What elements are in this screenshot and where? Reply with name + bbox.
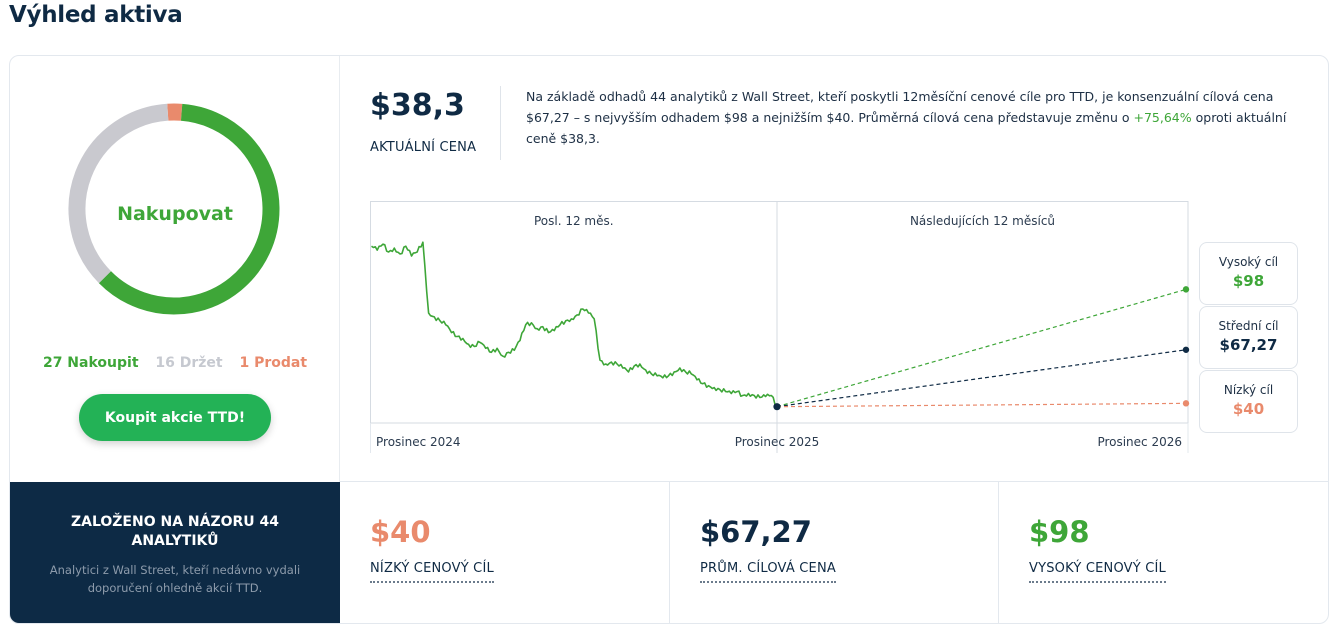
average-target-label: Střední cíl [1218,319,1279,333]
section-label-past: Posl. 12 měs. [534,214,614,228]
summary-text-start: Na základě odhadů 44 analytiků z Wall St… [526,89,1274,125]
section-label-future: Následujících 12 měsíců [910,214,1055,228]
high-target-value: $98 [1232,272,1265,290]
chart-frame [370,201,1189,424]
current-price-label: AKTUÁLNÍ CENA [370,140,477,155]
low-price-target-label[interactable]: NÍZKÝ CENOVÝ CÍL [370,561,494,583]
low-target-box: Nízký cíl $40 [1199,370,1298,433]
buy-count: 27 Nakoupit [42,355,139,371]
high-target-label: Vysoký cíl [1218,255,1279,269]
low-target-projection-line [776,402,1187,408]
x-tick-label: Prosinec 2026 [1097,435,1182,449]
sell-count: 1 Prodat [239,355,308,371]
high-price-target-label[interactable]: VYSOKÝ CENOVÝ CÍL [1029,561,1166,583]
summary-change-percent: +75,64% [1133,110,1192,125]
analyst-summary: Na základě odhadů 44 analytiků z Wall St… [526,86,1306,149]
average-target-projection-line [776,349,1187,408]
high-target-box: Vysoký cíl $98 [1199,242,1298,305]
low-target-point [1182,400,1190,407]
donut-segment-hold [68,103,169,284]
summary-text-end: oproti aktuální ceně $38,3. [526,110,1287,146]
high-price-target-stat: $98 VYSOKÝ CENOVÝ CÍL [998,482,1328,623]
x-tick-label: Prosinec 2025 [735,435,820,449]
rating-counts: 27 Nakoupit 16 Držet 1 Prodat [10,355,340,371]
high-price-target-value: $98 [1029,515,1090,549]
divider [340,481,1328,482]
average-price-target-label[interactable]: PRŮM. CÍLOVÁ CENA [700,561,836,583]
consensus-donut-chart [68,103,280,315]
low-price-target-value: $40 [370,515,431,549]
asset-outlook-card: Nakupovat 27 Nakoupit 16 Držet 1 Prodat … [9,55,1329,624]
average-price-target-stat: $67,27 PRŮM. CÍLOVÁ CENA [669,482,999,623]
hold-count: 16 Držet [155,355,223,371]
average-price-target-value: $67,27 [700,515,812,549]
average-target-box: Střední cíl $67,27 [1199,306,1298,369]
consensus-panel: Nakupovat 27 Nakoupit 16 Držet 1 Prodat … [10,56,340,482]
current-price-value: $38,3 [370,88,465,123]
analyst-basis-title: ZALOŽENO NA NÁZORU 44 ANALYTIKŮ [70,514,280,549]
high-target-projection-line [776,288,1187,408]
page-title: Výhled aktiva [9,2,183,28]
donut-segment-buy [98,103,280,315]
average-target-value: $67,27 [1219,336,1278,354]
analyst-basis-subtitle: Analytici z Wall Street, kteří nedávno v… [49,563,301,595]
current-price-point [773,403,781,411]
average-target-point [1182,346,1190,353]
price-target-chart: Posl. 12 měs. Následujících 12 měsíců Pros… [370,201,1190,453]
analyst-basis-panel: ZALOŽENO NA NÁZORU 44 ANALYTIKŮ Analytic… [10,482,340,623]
low-target-value: $40 [1232,400,1265,418]
price-history-line [371,241,778,408]
buy-stock-button[interactable]: Koupit akcie TTD! [79,394,271,441]
consensus-verdict: Nakupovat [117,203,233,225]
high-target-point [1182,286,1190,293]
low-target-label: Nízký cíl [1223,383,1274,397]
x-tick-label: Prosinec 2024 [376,435,461,449]
divider [500,86,501,160]
low-price-target-stat: $40 NÍZKÝ CENOVÝ CÍL [340,482,670,623]
